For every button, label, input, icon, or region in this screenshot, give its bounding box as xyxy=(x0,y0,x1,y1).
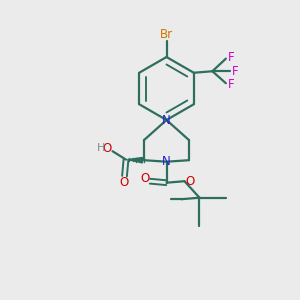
Polygon shape xyxy=(128,158,142,163)
Text: O: O xyxy=(185,175,194,188)
Text: O: O xyxy=(140,172,149,185)
Text: Br: Br xyxy=(160,28,173,41)
Text: F: F xyxy=(232,65,238,78)
Text: F: F xyxy=(228,78,235,91)
Text: O: O xyxy=(119,176,128,189)
Text: N: N xyxy=(162,113,171,127)
Text: N: N xyxy=(162,155,171,168)
Text: H: H xyxy=(97,143,105,153)
Text: O: O xyxy=(103,142,112,155)
Text: F: F xyxy=(228,51,235,64)
